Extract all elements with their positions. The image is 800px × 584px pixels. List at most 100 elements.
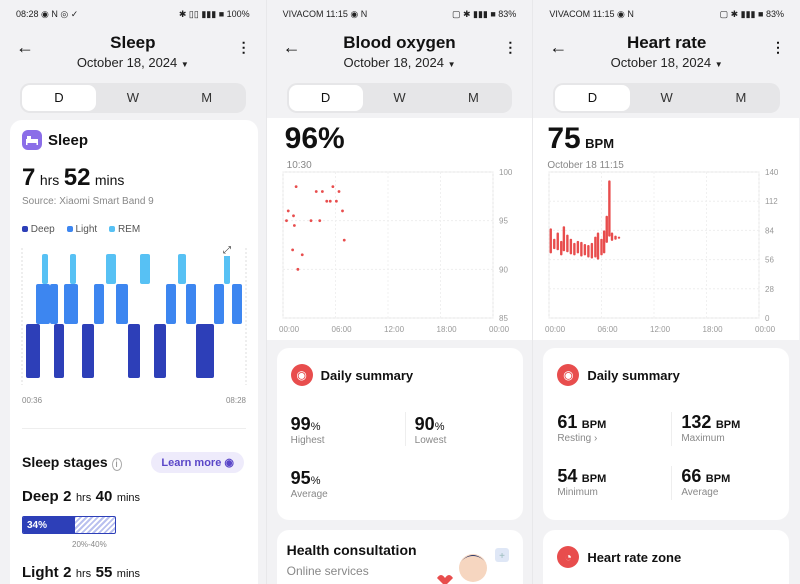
legend-rem-label: REM [117, 224, 141, 235]
oxygen-point [294, 185, 298, 188]
expand-icon[interactable]: ⤢ [220, 242, 234, 256]
oxygen-point [296, 267, 299, 271]
more-options-icon[interactable]: ⋮ [236, 39, 251, 55]
status-right: ✱ ▯▯ ▮▮▮ ■ 100% [178, 8, 250, 19]
y-tick-label: 0 [765, 314, 770, 323]
tab-week[interactable]: W [393, 90, 406, 105]
oxygen-summary-card: ◉ Daily summary 99% Highest 90% Lowest 9… [276, 348, 523, 520]
heart-rate-chart: 140 112 84 56 28 0 00:00 06:00 12:00 18:00 00:00 [545, 168, 779, 334]
lowest-stat: 90% Lowest [415, 414, 447, 446]
back-arrow-icon[interactable]: ← [16, 37, 34, 57]
heart-current: 75 BPM [547, 122, 614, 156]
eye-icon: ◉ [290, 364, 313, 386]
light-block [94, 284, 104, 324]
tab-week[interactable]: W [660, 90, 673, 105]
heart-rate-bar [549, 228, 553, 254]
period-segmented-control: D W M [20, 83, 246, 113]
page-title: Sleep [110, 33, 156, 52]
tab-month[interactable]: M [467, 90, 479, 105]
x-tick-label: 18:00 [436, 325, 457, 334]
max-label: Maximum [681, 433, 725, 444]
info-icon[interactable]: i [111, 458, 122, 471]
heart-rate-bar [597, 232, 600, 260]
status-left: VIVACOM 11:15 ◉ N [549, 8, 634, 19]
min-label: Minimum [557, 487, 598, 498]
health-consultation-card[interactable]: Health consultation Online services + [276, 530, 523, 584]
deep-progress-bar: 34% [22, 516, 116, 534]
sleep-source: Source: Xiaomi Smart Band 9 [22, 196, 154, 207]
tab-day[interactable]: D [22, 85, 96, 111]
heart-rate-bar [556, 232, 560, 251]
light-block [186, 284, 196, 324]
status-bar: VIVACOM 11:15 ◉ N ▢ ✱ ▮▮▮ ■ 83% [533, 0, 800, 28]
heart-chart-area: 75 BPM October 18 11:15 140 112 84 56 28 0 00:… [533, 118, 800, 340]
lowest-value: 90 [414, 414, 435, 434]
heart-unit: BPM [585, 136, 615, 151]
sleep-stages-label: Sleep stages [22, 454, 108, 470]
highest-stat: 99% Highest [291, 414, 325, 446]
deep-progress-fill: 34% [23, 517, 76, 533]
x-tick-label: 06:00 [331, 325, 352, 334]
heart-rate-bar [569, 238, 573, 255]
sleep-duration: 7 hrs 52 mins [22, 164, 124, 192]
resting-stat[interactable]: 61 BPM Resting › [557, 412, 606, 444]
light-block [50, 284, 58, 324]
resting-unit: BPM [581, 419, 607, 431]
caret-down-icon: ▼ [180, 60, 189, 69]
light-block [116, 284, 128, 324]
date-selector[interactable]: October 18, 2024 ▼ [533, 54, 800, 74]
sleep-hours-value: 7 [22, 164, 36, 191]
deep-hours-unit: hrs [75, 492, 92, 504]
learn-more-button[interactable]: Learn more ◉ [151, 452, 244, 473]
divider [671, 466, 673, 500]
tab-month[interactable]: M [201, 90, 213, 105]
max-unit: BPM [715, 419, 741, 431]
heart-rate-bar [553, 238, 556, 250]
more-options-icon[interactable]: ⋮ [770, 39, 785, 55]
oxygen-value: 96% [284, 122, 345, 155]
y-tick-label: 112 [765, 197, 778, 206]
heart-rate-bar [603, 230, 606, 254]
divider [22, 428, 246, 429]
back-arrow-icon[interactable]: ← [282, 37, 301, 57]
average-unit: % [310, 475, 321, 487]
lowest-unit: % [434, 421, 445, 433]
period-segmented-control: D W M [553, 83, 780, 113]
avg-unit: BPM [705, 473, 731, 485]
heart-rate-zone-card[interactable]: ◔ Heart rate zone [543, 530, 790, 584]
oxygen-point [337, 190, 341, 193]
legend-light-swatch [66, 226, 73, 232]
light-hours-unit: hrs [75, 568, 92, 580]
date-selector[interactable]: October 18, 2024 ▼ [267, 54, 533, 74]
oxygen-point [334, 199, 338, 203]
chevron-right-icon: › [594, 433, 598, 444]
x-tick-label: 18:00 [703, 325, 724, 334]
heart-header: ← Heart rate October 18, 2024 ▼ ⋮ [533, 32, 800, 76]
tab-day[interactable]: D [288, 85, 363, 111]
oxygen-point [286, 209, 290, 213]
heart-rate-bar [600, 238, 604, 256]
caret-down-icon: ▼ [447, 60, 456, 69]
chart-time-start: 00:36 [22, 396, 43, 405]
tab-day[interactable]: D [555, 85, 630, 111]
heart-rate-bar [608, 180, 611, 237]
sleep-stages-title: Sleep stages i [22, 454, 122, 471]
oxygen-point [320, 190, 324, 193]
tab-month[interactable]: M [735, 90, 747, 105]
light-block [64, 284, 78, 324]
deep-hours: 2 [63, 488, 72, 505]
legend-rem-swatch [109, 226, 116, 232]
legend-light: Light [66, 224, 97, 235]
light-block [36, 284, 50, 324]
rem-block [178, 254, 186, 284]
date-selector[interactable]: October 18, 2024 ▼ [0, 54, 266, 74]
consultation-title: Health consultation [286, 542, 417, 558]
tab-week[interactable]: W [126, 90, 139, 105]
date-label: October 18, 2024 [76, 55, 178, 70]
more-options-icon[interactable]: ⋮ [503, 39, 517, 55]
rem-block [140, 254, 150, 284]
y-tick-label: 95 [499, 217, 508, 226]
deep-percent: 34% [27, 520, 48, 531]
back-arrow-icon[interactable]: ← [549, 37, 568, 57]
heart-rate-bar [566, 234, 569, 253]
